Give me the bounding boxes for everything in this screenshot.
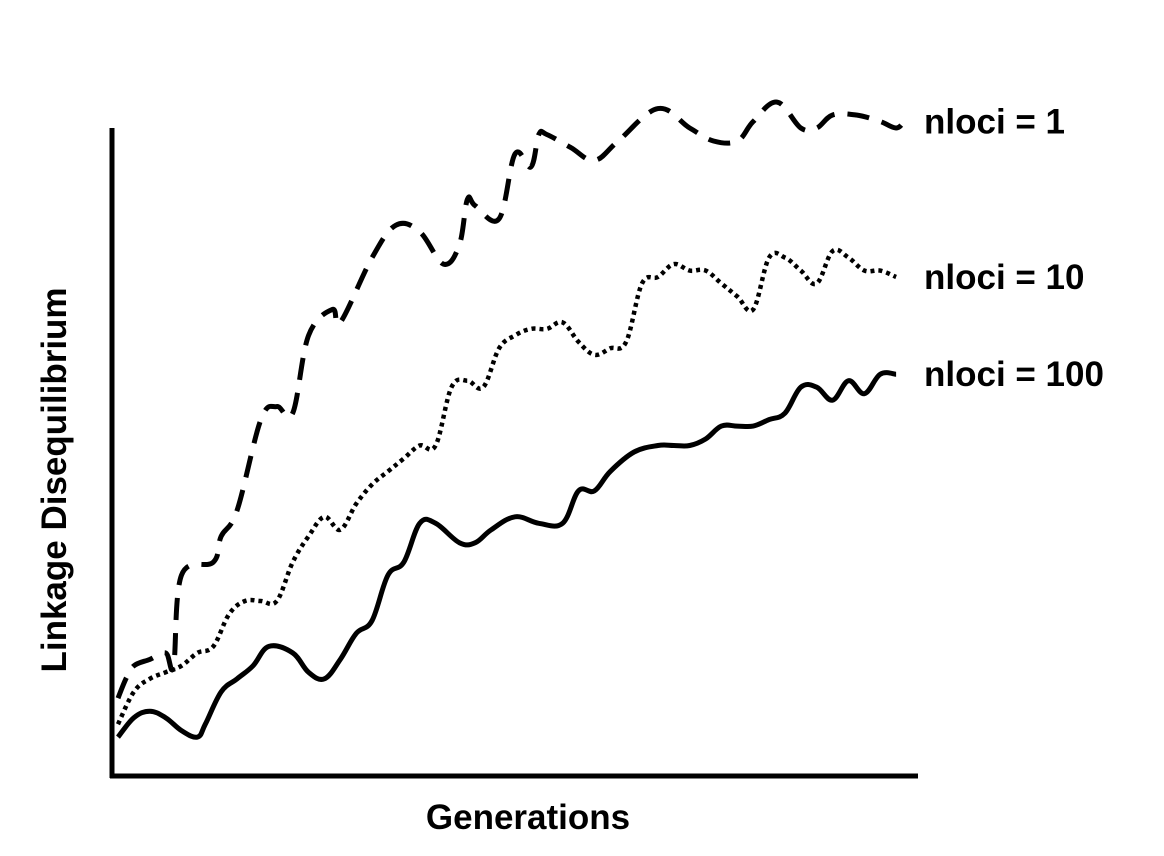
series-label-nloci-1: nloci = 1 <box>924 103 1065 142</box>
series-label-nloci-10: nloci = 10 <box>924 258 1085 297</box>
series-line-nloci-100 <box>116 370 897 740</box>
series-labels: nloci = 1 nloci = 10 nloci = 100 <box>924 103 1104 395</box>
series-layer <box>115 99 906 740</box>
y-axis-label: Linkage Disequilibrium <box>35 287 74 672</box>
series-line-nloci-10 <box>115 247 897 726</box>
series-label-nloci-100: nloci = 100 <box>924 355 1104 394</box>
series-line-nloci-1 <box>115 99 906 700</box>
axes <box>109 128 918 779</box>
x-axis-label: Generations <box>426 798 630 837</box>
